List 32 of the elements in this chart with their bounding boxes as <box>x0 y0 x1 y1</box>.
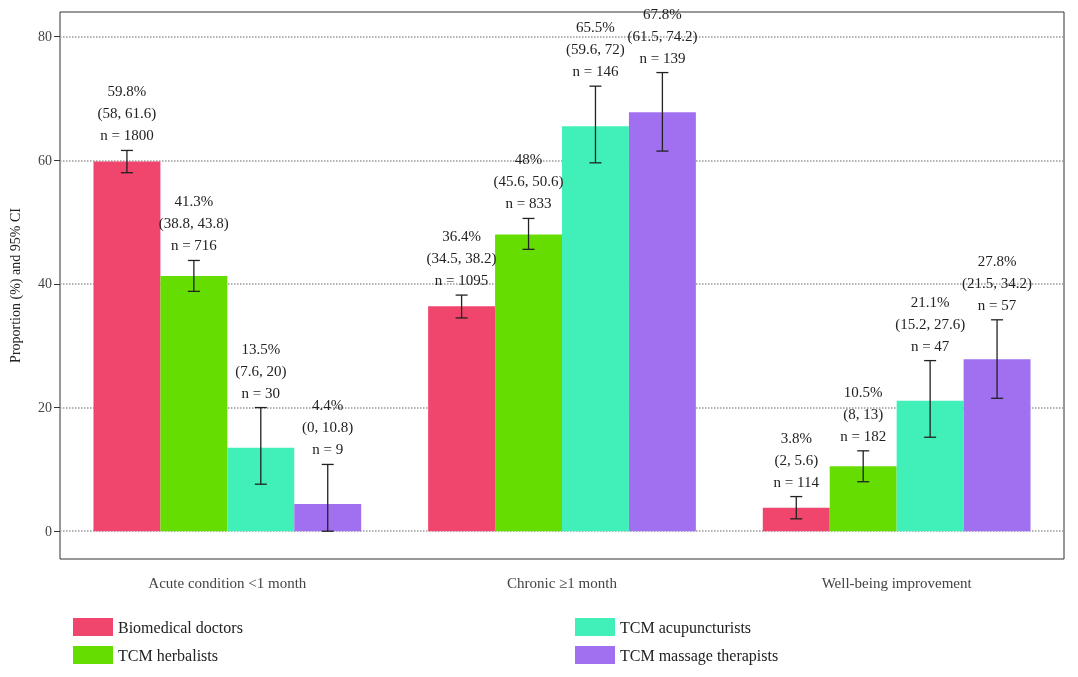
x-tick-label: Acute condition <1 month <box>148 574 307 591</box>
bar <box>562 126 629 532</box>
bar <box>963 359 1031 532</box>
bar <box>227 447 295 532</box>
bar <box>495 234 562 532</box>
data-label: 65.5% (59.6, 72) n = 146 <box>566 19 625 80</box>
legend-label: Biomedical doctors <box>118 618 243 636</box>
y-tick-label: 80 <box>38 29 52 45</box>
y-tick-label: 0 <box>45 523 52 539</box>
legend-label: TCM massage therapists <box>620 646 779 665</box>
bar <box>93 161 161 532</box>
data-label: 59.8% (58, 61.6) n = 1800 <box>97 83 157 144</box>
data-label: 13.5% (7.6, 20) n = 30 <box>235 340 287 401</box>
bar <box>829 466 897 532</box>
legend-label: TCM acupuncturists <box>620 618 752 637</box>
data-label: 3.8% (2, 5.6) n = 114 <box>773 429 820 490</box>
y-axis-title: Proportion (%) and 95% CI <box>7 207 24 363</box>
bar <box>428 306 496 532</box>
bar <box>294 503 362 532</box>
y-tick-label: 60 <box>38 152 52 168</box>
y-tick-label: 20 <box>38 400 52 416</box>
data-label: 67.8% (61.5, 74.2) n = 139 <box>627 5 698 66</box>
x-tick-label: Well-being improvement <box>821 574 973 591</box>
x-tick-label: Chronic ≥1 month <box>507 574 618 591</box>
bar <box>628 112 696 532</box>
bar <box>762 507 830 532</box>
bar <box>160 275 228 532</box>
bar <box>896 400 964 532</box>
y-tick-label: 40 <box>38 276 52 292</box>
legend-label: TCM herbalists <box>118 646 218 664</box>
data-label: 4.4% (0, 10.8) n = 9 <box>302 397 354 458</box>
data-label: 10.5% (8, 13) n = 182 <box>840 383 887 444</box>
